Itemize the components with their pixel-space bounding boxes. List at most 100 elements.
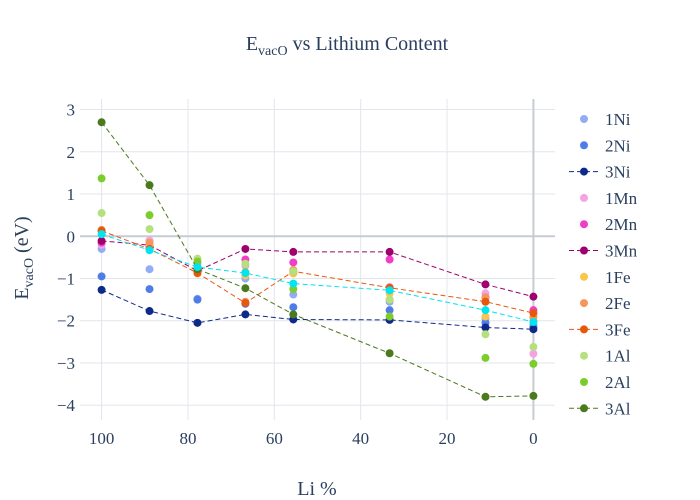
series-3Ni [97, 285, 538, 334]
legend-item: 1Fe [580, 268, 631, 287]
data-point [289, 279, 298, 288]
y-tick-label: 0 [67, 227, 76, 246]
data-point [529, 391, 538, 400]
data-point [529, 318, 538, 327]
legend-item: 2Ni [580, 136, 631, 155]
grid [80, 99, 555, 420]
x-tick-label: 80 [179, 429, 196, 448]
x-axis-ticks: 100 80 60 40 20 0 [89, 429, 538, 448]
data-point [481, 330, 490, 339]
data-point [97, 174, 106, 183]
legend-marker [580, 272, 588, 281]
data-point [529, 309, 538, 318]
legend-item: 3Fe [569, 320, 631, 339]
data-point [145, 307, 154, 316]
legend-label: 3Al [605, 399, 631, 418]
legend-marker [580, 299, 588, 308]
data-point [481, 353, 490, 362]
zero-lines [80, 99, 555, 420]
data-point [241, 244, 250, 253]
data-point [529, 292, 538, 301]
x-tick-label: 100 [89, 429, 115, 448]
legend-label: 2Mn [605, 215, 638, 234]
data-point [97, 230, 106, 239]
series-2Al [97, 174, 538, 368]
y-axis-title: EvacO (eV) [11, 216, 37, 299]
x-tick-label: 0 [529, 429, 538, 448]
data-point [193, 318, 202, 327]
legend-label: 3Fe [605, 320, 631, 339]
y-tick-label: −1 [57, 270, 75, 289]
series-1Fe [97, 228, 538, 325]
legend-label: 1Ni [605, 110, 631, 129]
legend-item: 1Mn [580, 189, 638, 208]
data-point [289, 258, 298, 267]
legend-marker [580, 193, 588, 202]
y-tick-label: −3 [57, 354, 75, 373]
data-point [529, 325, 538, 334]
data-point [193, 263, 202, 272]
legend-item: 2Al [580, 373, 631, 392]
data-point [385, 349, 394, 358]
data-point [481, 306, 490, 315]
legend-item: 3Al [569, 399, 631, 418]
data-point [241, 269, 250, 278]
data-point [289, 310, 298, 319]
x-tick-label: 20 [439, 429, 456, 448]
series-line [101, 121, 534, 398]
data-point [481, 312, 490, 321]
legend-marker [580, 325, 588, 334]
y-tick-label: 2 [67, 143, 76, 162]
data-point [241, 284, 250, 293]
data-point [385, 255, 394, 264]
y-tick-label: −4 [57, 396, 76, 415]
data-point [193, 295, 202, 304]
legend-label: 3Ni [605, 163, 631, 182]
series-2Mn [97, 238, 538, 315]
y-tick-label: −2 [57, 312, 75, 331]
data-point [385, 312, 394, 321]
series-3Al [97, 118, 538, 401]
legend-marker [580, 167, 588, 176]
y-tick-label: 1 [67, 185, 76, 204]
x-axis-title: Li % [297, 478, 336, 500]
y-axis-ticks: 3 2 1 0 −1 −2 −3 −4 [57, 101, 76, 416]
legend-item: 3Ni [569, 163, 631, 182]
data-point [289, 303, 298, 312]
data-point [481, 323, 490, 332]
series-line [101, 230, 534, 314]
data-point [289, 247, 298, 256]
x-tick-label: 40 [352, 429, 369, 448]
series-line [101, 289, 534, 330]
legend-item: 2Mn [580, 215, 638, 234]
legend-label: 1Mn [605, 189, 638, 208]
data-point [97, 209, 106, 218]
legend-label: 2Al [605, 373, 631, 392]
legend-marker [580, 141, 588, 150]
data-point [385, 295, 394, 304]
data-point [385, 306, 394, 315]
data-point [97, 272, 106, 281]
legend-label: 3Mn [605, 242, 638, 261]
x-tick-label: 60 [266, 429, 283, 448]
data-point [145, 265, 154, 274]
legend-label: 1Al [605, 347, 631, 366]
data-point [385, 247, 394, 256]
series-2Ni [97, 272, 538, 332]
series-1Ni [97, 244, 538, 329]
data-point [97, 118, 106, 127]
data-point [481, 280, 490, 289]
legend-marker [580, 351, 588, 360]
data-point [97, 285, 106, 294]
data-point [97, 236, 106, 245]
series-1Al [97, 209, 538, 351]
data-point [529, 359, 538, 368]
legend: 1Ni 2Ni 3Ni 1Mn 2Mn 3Mn 1Fe 2Fe 3Fe 1Al 2Al 3Al [569, 110, 638, 418]
data-point [529, 349, 538, 358]
data-point [481, 392, 490, 401]
data-point [385, 286, 394, 295]
data-point [145, 225, 154, 234]
series-3Mn [97, 236, 538, 301]
legend-label: 1Fe [605, 268, 631, 287]
